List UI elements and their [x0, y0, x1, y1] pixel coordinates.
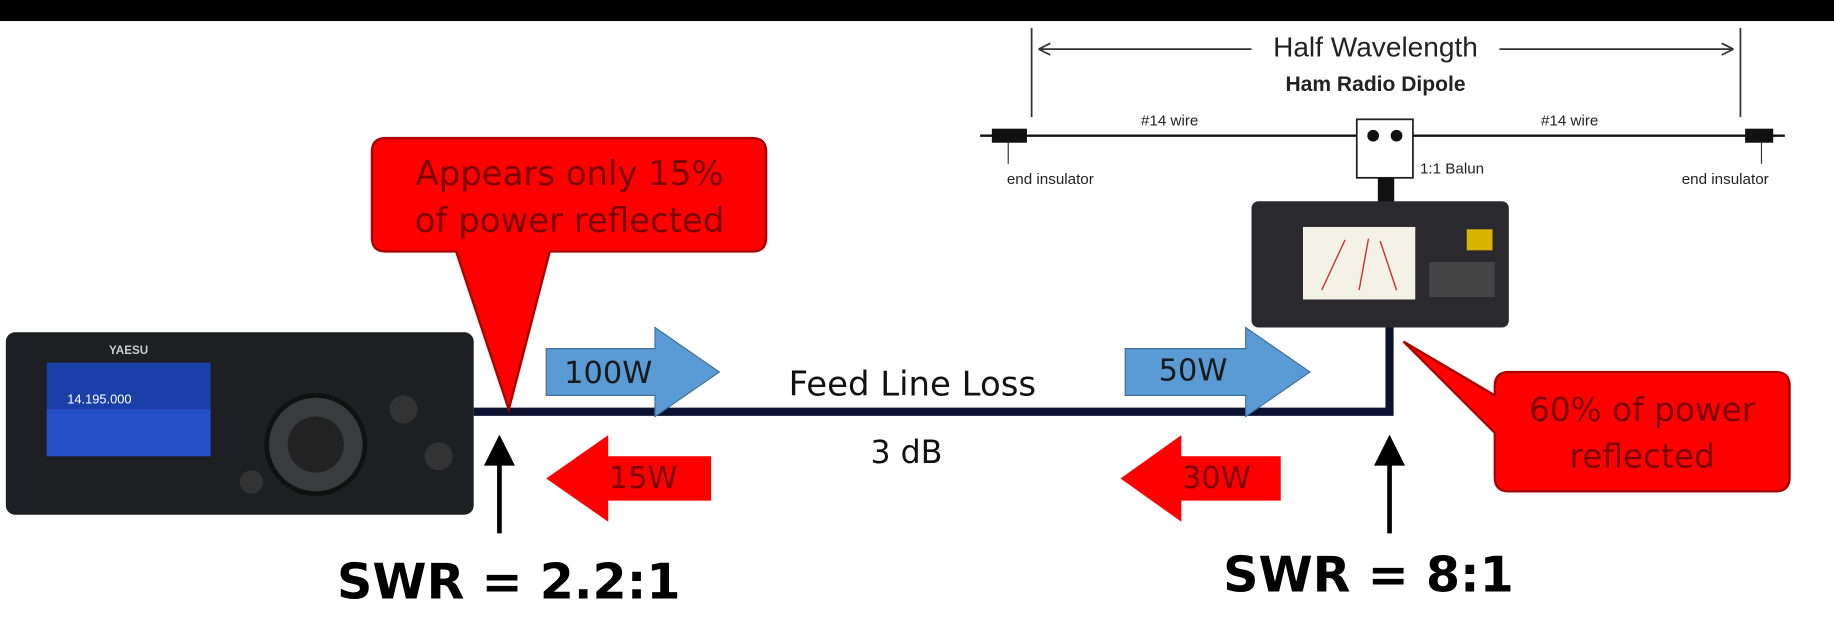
insulator-label: end insulator: [1007, 171, 1094, 188]
coax-stub: [1378, 178, 1394, 204]
reflected-power: 30W: [1182, 461, 1251, 496]
callout-text: of power reflected: [415, 201, 725, 240]
wire-label: #14 wire: [1141, 113, 1198, 130]
meter-logo: [1467, 229, 1493, 250]
forward-power: 100W: [564, 356, 652, 391]
insulator: [1745, 129, 1773, 143]
feed-line-loss: 3 dB: [871, 435, 943, 471]
knob: [389, 395, 417, 423]
diagram: Half Wavelength Ham Radio Dipole #14 wir…: [0, 0, 1834, 620]
balun-terminal: [1391, 130, 1403, 142]
radio-brand: YAESU: [109, 344, 148, 357]
reflected-power: 15W: [609, 461, 678, 496]
radio: YAESU 14.195.000: [6, 332, 474, 514]
background: [0, 0, 1834, 620]
top-border: [0, 0, 1834, 21]
tuning-knob-center: [288, 416, 344, 472]
knob: [240, 470, 263, 493]
swr-meter: [1252, 201, 1509, 327]
dipole-title: Half Wavelength: [1273, 32, 1478, 63]
balun-label: 1:1 Balun: [1420, 161, 1484, 178]
insulator-label: end insulator: [1682, 171, 1769, 188]
dipole-subtitle: Ham Radio Dipole: [1285, 73, 1465, 96]
radio-spectrum: [47, 409, 211, 456]
insulator: [992, 129, 1027, 143]
balun: [1357, 119, 1413, 177]
callout-text: 60% of power: [1529, 391, 1756, 429]
callout-text: reflected: [1569, 438, 1714, 476]
wire-label: #14 wire: [1541, 113, 1598, 130]
balun-terminal: [1367, 130, 1379, 142]
swr-label: SWR = 8:1: [1223, 545, 1514, 603]
meter-controls: [1429, 262, 1495, 297]
callout-text: Appears only 15%: [416, 154, 724, 193]
feed-line-label: Feed Line Loss: [789, 365, 1036, 404]
radio-frequency: 14.195.000: [67, 391, 131, 406]
knob: [425, 442, 453, 470]
forward-power: 50W: [1159, 353, 1228, 388]
swr-label: SWR = 2.2:1: [337, 552, 680, 610]
